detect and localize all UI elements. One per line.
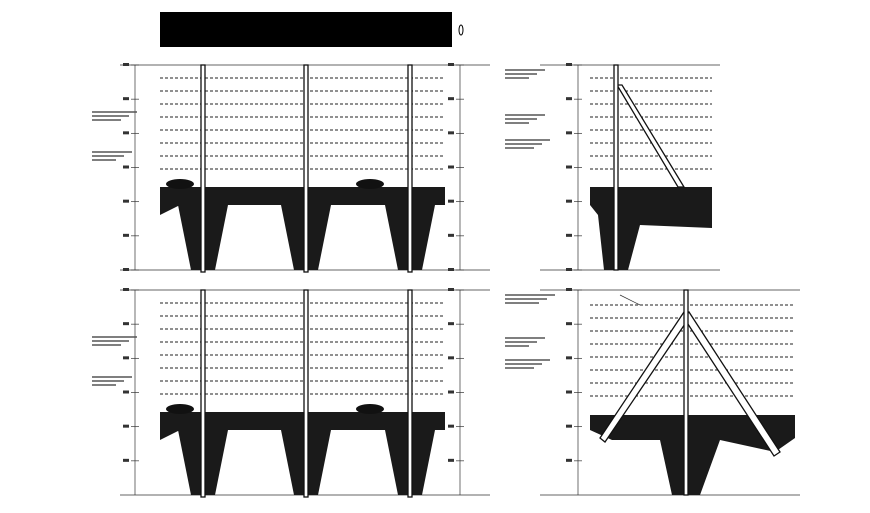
dimension-text bbox=[566, 390, 572, 394]
dimension-text bbox=[123, 268, 129, 271]
shrub bbox=[356, 404, 384, 414]
dimension-text bbox=[448, 268, 454, 271]
dimension-text bbox=[448, 424, 454, 428]
dimension-text bbox=[566, 165, 572, 169]
dimension-text bbox=[448, 356, 454, 360]
dimension-text bbox=[123, 458, 129, 462]
post bbox=[200, 64, 206, 273]
dimension-text bbox=[566, 63, 572, 66]
dimension-text bbox=[448, 63, 454, 66]
dimension-text bbox=[566, 322, 572, 326]
dimension-text bbox=[448, 199, 454, 203]
dimension-text bbox=[448, 322, 454, 326]
drawing-layer bbox=[92, 63, 800, 498]
dimension-text bbox=[566, 268, 572, 271]
post bbox=[303, 64, 309, 273]
dimension-text bbox=[123, 424, 129, 428]
ground bbox=[160, 187, 445, 270]
post bbox=[200, 289, 206, 498]
dimension-text bbox=[123, 199, 129, 203]
dimension-text bbox=[566, 288, 572, 291]
dimension-text bbox=[123, 131, 129, 135]
dimension-text bbox=[566, 97, 572, 101]
brace bbox=[615, 84, 686, 188]
dimension-text bbox=[566, 458, 572, 462]
dimension-text bbox=[123, 322, 129, 326]
dimension-text bbox=[566, 424, 572, 428]
title-block bbox=[160, 12, 452, 47]
post bbox=[613, 64, 619, 271]
dimension-text bbox=[448, 165, 454, 169]
dimension-text bbox=[448, 131, 454, 135]
dimension-text bbox=[123, 356, 129, 360]
ground bbox=[590, 187, 712, 270]
post bbox=[407, 64, 413, 273]
post bbox=[683, 289, 689, 496]
ground bbox=[590, 415, 795, 495]
ground bbox=[160, 412, 445, 495]
dimension-text bbox=[566, 131, 572, 135]
shrub bbox=[356, 179, 384, 189]
dimension-text bbox=[566, 233, 572, 237]
dimension-text bbox=[448, 458, 454, 462]
shrub bbox=[166, 179, 194, 189]
dimension-text bbox=[566, 356, 572, 360]
dimension-text bbox=[123, 233, 129, 237]
dimension-text bbox=[123, 288, 129, 291]
dimension-text bbox=[448, 390, 454, 394]
post bbox=[303, 289, 309, 498]
dimension-text bbox=[566, 199, 572, 203]
dimension-text bbox=[123, 165, 129, 169]
dimension-text bbox=[123, 63, 129, 66]
dimension-text bbox=[123, 97, 129, 101]
shrub bbox=[166, 404, 194, 414]
leader bbox=[619, 294, 641, 306]
title-mark bbox=[458, 24, 464, 36]
dimension-text bbox=[123, 390, 129, 394]
dimension-text bbox=[448, 233, 454, 237]
dimension-text bbox=[448, 97, 454, 101]
dimension-text bbox=[448, 288, 454, 291]
post bbox=[407, 289, 413, 498]
